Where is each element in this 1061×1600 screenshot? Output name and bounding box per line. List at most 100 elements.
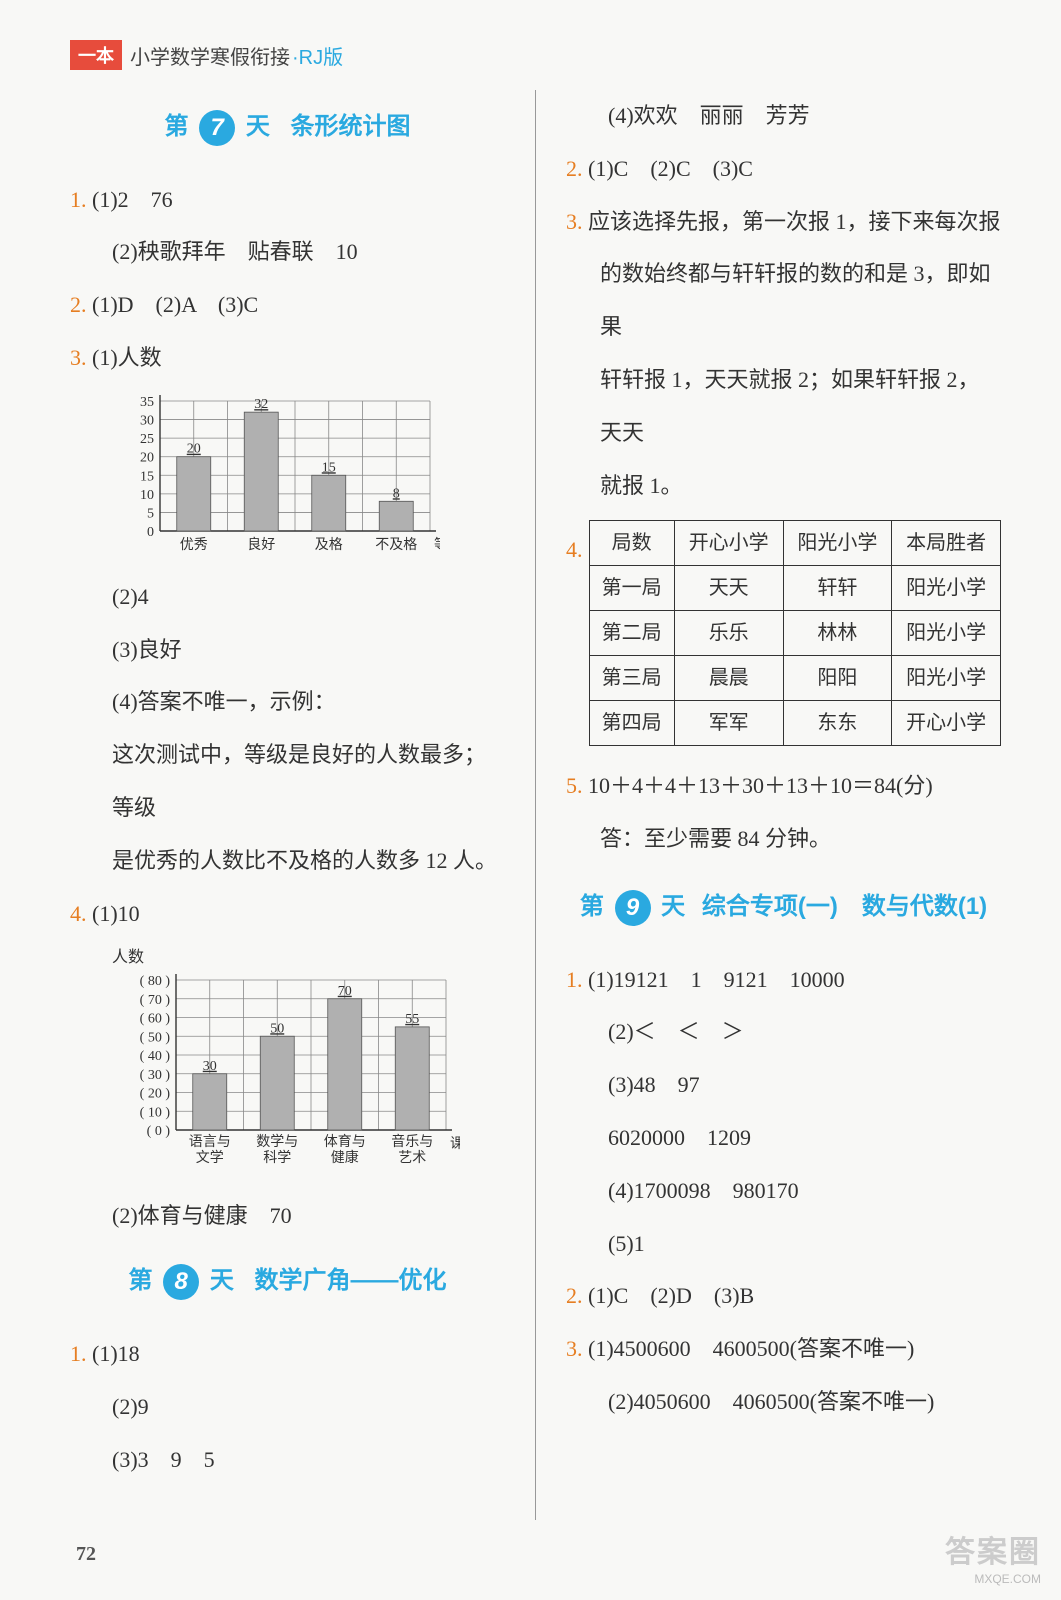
d7-q3-4: (4)答案不唯一，示例： <box>70 676 505 729</box>
d9-q1-2: (2)＜ ＜ ＞ <box>566 1006 1001 1059</box>
chart2-ylabel: 人数 <box>70 948 505 967</box>
svg-text:体育与: 体育与 <box>324 1134 366 1150</box>
d8-q1-2: (2)9 <box>70 1381 505 1434</box>
day7-number-circle: 7 <box>199 110 235 146</box>
d7-q4-1: 4. (1)10 <box>70 888 505 941</box>
day8-prefix: 第 <box>128 1267 152 1294</box>
d9-q1-3b: 6020000 1209 <box>566 1112 1001 1165</box>
d8-q4-label: 4. <box>566 512 583 577</box>
table-cell: 阳光小学 <box>892 656 1001 701</box>
table-cell: 乐乐 <box>674 611 783 656</box>
svg-text:20: 20 <box>140 450 154 465</box>
table-header-cell: 本局胜者 <box>892 521 1001 566</box>
d7-q2: 2. (1)D (2)A (3)C <box>70 279 505 332</box>
d8-q3a: 3. 应该选择先报，第一次报 1，接下来每次报 <box>566 196 1001 249</box>
d9-q1-3: (3)48 97 <box>566 1059 1001 1112</box>
svg-text:( 60 ): ( 60 ) <box>140 1011 171 1026</box>
svg-text:8: 8 <box>393 486 400 501</box>
d8-q3c: 轩轩报 1，天天就报 2；如果轩轩报 2，天天 <box>566 354 1001 460</box>
game-results-table: 局数开心小学阳光小学本局胜者第一局天天轩轩阳光小学第二局乐乐林林阳光小学第三局晨… <box>589 520 1002 746</box>
table-header-cell: 阳光小学 <box>783 521 892 566</box>
svg-text:课程: 课程 <box>450 1136 460 1152</box>
table-cell: 东东 <box>783 701 892 746</box>
d8-q3d: 就报 1。 <box>566 460 1001 513</box>
svg-text:艺术: 艺术 <box>398 1150 426 1166</box>
table-cell: 第二局 <box>589 611 674 656</box>
watermark: 答案圈 MXQE.COM <box>945 1533 1041 1588</box>
d9-q1-5: (5)1 <box>566 1218 1001 1271</box>
day7-prefix: 第 <box>164 113 188 140</box>
d7-q1-1: 1. (1)2 76 <box>70 174 505 227</box>
svg-text:音乐与: 音乐与 <box>391 1133 433 1150</box>
day8-number-circle: 8 <box>163 1264 199 1300</box>
right-column: (4)欢欢 丽丽 芳芳 2. (1)C (2)C (3)C 3. 应该选择先报，… <box>541 90 1001 1520</box>
table-row: 第四局军军东东开心小学 <box>589 701 1001 746</box>
svg-text:10: 10 <box>140 488 154 503</box>
d7-q4-2: (2)体育与健康 70 <box>70 1190 505 1243</box>
svg-text:文学: 文学 <box>196 1150 224 1166</box>
table-cell: 第一局 <box>589 566 674 611</box>
table-cell: 开心小学 <box>892 701 1001 746</box>
d7-q3-3: (3)良好 <box>70 624 505 677</box>
day9-mid: 天 <box>661 893 685 920</box>
svg-text:健康: 健康 <box>331 1149 359 1166</box>
book-title: 小学数学寒假衔接 <box>130 41 290 70</box>
bar-chart-courses: ( 0 )( 10 )( 20 )( 30 )( 40 )( 50 )( 60 … <box>120 970 460 1180</box>
svg-text:55: 55 <box>405 1011 419 1026</box>
d8-q1-3: (3)3 9 5 <box>70 1434 505 1487</box>
d7-q1-2: (2)秧歌拜年 贴春联 10 <box>70 226 505 279</box>
svg-text:0: 0 <box>147 525 154 540</box>
content-columns: 第 7 天 条形统计图 1. (1)2 76 (2)秧歌拜年 贴春联 10 2.… <box>70 90 1001 1520</box>
left-column: 第 7 天 条形统计图 1. (1)2 76 (2)秧歌拜年 贴春联 10 2.… <box>70 90 530 1520</box>
d7-q3-2: (2)4 <box>70 571 505 624</box>
table-cell: 第三局 <box>589 656 674 701</box>
d9-q3-2: (2)4050600 4060500(答案不唯一) <box>566 1376 1001 1429</box>
table-header-cell: 开心小学 <box>674 521 783 566</box>
table-cell: 军军 <box>674 701 783 746</box>
svg-text:5: 5 <box>147 506 154 521</box>
svg-text:优秀: 优秀 <box>180 537 208 553</box>
svg-text:30: 30 <box>140 413 154 428</box>
svg-text:( 20 ): ( 20 ) <box>140 1086 171 1101</box>
day8-title: 第 8 天 数学广角——优化 <box>70 1252 505 1310</box>
d8-q4-row: 4. 局数开心小学阳光小学本局胜者第一局天天轩轩阳光小学第二局乐乐林林阳光小学第… <box>566 512 1001 760</box>
svg-text:良好: 良好 <box>247 537 275 553</box>
d8-q1-4: (4)欢欢 丽丽 芳芳 <box>566 90 1001 143</box>
d8-q5b: 答：至少需要 84 分钟。 <box>566 813 1001 866</box>
svg-text:25: 25 <box>140 432 154 447</box>
d8-q2: 2. (1)C (2)C (3)C <box>566 143 1001 196</box>
svg-text:及格: 及格 <box>315 537 343 553</box>
table-cell: 轩轩 <box>783 566 892 611</box>
day8-mid: 天 <box>210 1267 234 1294</box>
svg-text:( 70 ): ( 70 ) <box>140 992 171 1007</box>
svg-text:( 0 ): ( 0 ) <box>147 1124 171 1139</box>
edition-label: ·RJ版 <box>292 41 343 70</box>
svg-text:不及格: 不及格 <box>375 537 417 553</box>
watermark-line1: 答案圈 <box>945 1533 1041 1572</box>
table-row: 第一局天天轩轩阳光小学 <box>589 566 1001 611</box>
d9-q1-4: (4)1700098 980170 <box>566 1165 1001 1218</box>
table-cell: 天天 <box>674 566 783 611</box>
d7-q3-1: 3. (1)人数 <box>70 332 505 385</box>
d9-q2: 2. (1)C (2)D (3)B <box>566 1270 1001 1323</box>
d8-q5a: 5. 10＋4＋4＋13＋30＋13＋10＝84(分) <box>566 760 1001 813</box>
chart2-container: ( 0 )( 10 )( 20 )( 30 )( 40 )( 50 )( 60 … <box>120 970 505 1180</box>
table-header-cell: 局数 <box>589 521 674 566</box>
chart1-container: 0510152025303520优秀32良好15及格8不及格等级 <box>120 391 505 561</box>
table-row: 第二局乐乐林林阳光小学 <box>589 611 1001 656</box>
column-divider <box>535 90 536 1520</box>
table-cell: 阳光小学 <box>892 611 1001 656</box>
day9-title: 第 9 天 综合专项(一) 数与代数(1) <box>566 878 1001 936</box>
svg-text:( 80 ): ( 80 ) <box>140 974 171 989</box>
day7-mid: 天 <box>246 113 270 140</box>
table-cell: 林林 <box>783 611 892 656</box>
page-header: 一本 小学数学寒假衔接 ·RJ版 <box>70 40 1001 70</box>
svg-text:( 10 ): ( 10 ) <box>140 1105 171 1120</box>
day7-topic: 条形统计图 <box>291 113 411 140</box>
svg-text:( 40 ): ( 40 ) <box>140 1049 171 1064</box>
svg-text:科学: 科学 <box>263 1150 291 1166</box>
day8-topic: 数学广角——优化 <box>255 1267 447 1294</box>
svg-text:20: 20 <box>187 441 201 456</box>
day9-prefix: 第 <box>580 893 604 920</box>
svg-text:15: 15 <box>322 460 336 475</box>
